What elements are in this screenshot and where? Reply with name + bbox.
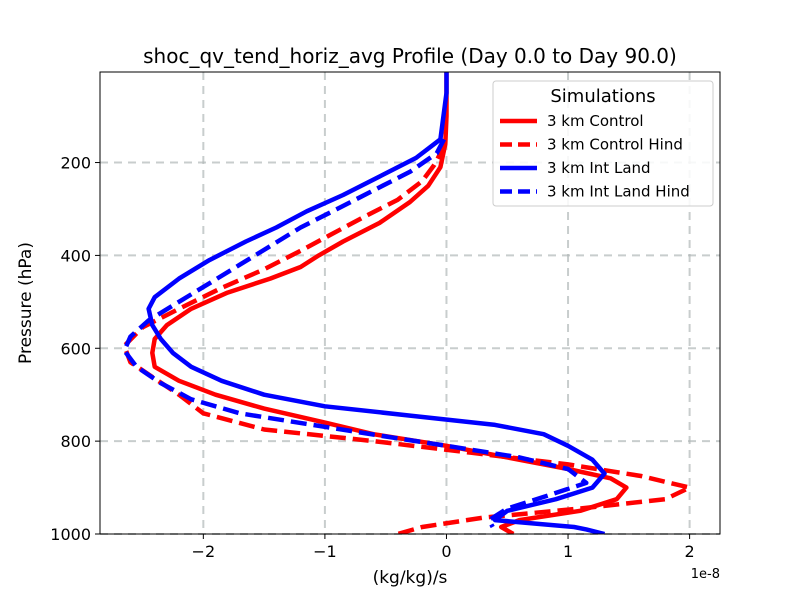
legend-box [492, 80, 714, 207]
x-tick-label: 2 [685, 542, 695, 561]
legend-label: 3 km Control Hind [547, 136, 683, 154]
y-tick-label: 1000 [50, 525, 91, 544]
x-tick-label: 0 [441, 542, 451, 561]
series-line-3 [146, 72, 607, 534]
y-axis-label: Pressure (hPa) [16, 242, 36, 364]
legend-title: Simulations [550, 86, 655, 107]
plot-frame [99, 71, 721, 535]
legend-label: 3 km Control [547, 112, 644, 130]
x-tick-label: 1 [563, 542, 573, 561]
tick-layer: −2 −1 0 1 2 200 400 600 800 1000 [50, 154, 694, 561]
series-line-1 [150, 72, 629, 534]
series-line-4 [122, 138, 589, 529]
x-axis-label: (kg/kg)/s [373, 568, 448, 588]
legend-entries: 3 km Control 3 km Control Hind 3 km Int La… [500, 112, 690, 201]
legend-label: 3 km Int Land [547, 159, 651, 177]
x-tick-label: −1 [313, 542, 337, 561]
y-tick-label: 600 [60, 339, 91, 358]
x-tick-label: −2 [192, 542, 216, 561]
y-tick-label: 400 [60, 246, 91, 265]
legend: Simulations 3 km Control 3 km Control Hin… [492, 80, 714, 207]
legend-label: 3 km Int Land Hind [547, 183, 690, 201]
chart-title: shoc_qv_tend_horiz_avg Profile (Day 0.0 … [143, 44, 677, 68]
series-layer [122, 72, 692, 534]
y-tick-label: 800 [60, 432, 91, 451]
y-tick-label: 200 [60, 154, 91, 173]
x-offset-text: 1e-8 [691, 567, 720, 582]
